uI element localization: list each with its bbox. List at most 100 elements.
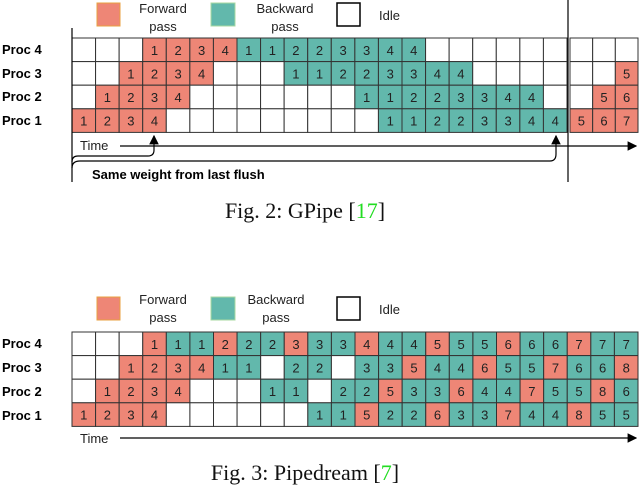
idle-cell <box>307 378 332 404</box>
microbatch-label: 3 <box>292 337 299 352</box>
row-label: Proc 3 <box>2 66 42 81</box>
microbatch-label: 1 <box>175 337 182 352</box>
microbatch-label: 1 <box>269 43 276 58</box>
microbatch-label: 4 <box>198 360 205 375</box>
idle-cell <box>236 378 262 404</box>
idle-cell <box>330 108 356 133</box>
microbatch-label: 4 <box>504 90 511 105</box>
microbatch-label: 4 <box>505 384 512 399</box>
microbatch-label: 1 <box>127 66 134 81</box>
idle-cell <box>260 355 285 380</box>
microbatch-label: 2 <box>410 90 417 105</box>
idle-cell <box>95 61 120 86</box>
microbatch-label: 6 <box>575 360 582 375</box>
microbatch-label: 2 <box>222 337 229 352</box>
microbatch-label: 3 <box>410 66 417 81</box>
fig3-pipedream-grid: 1 1 1 2 2 2 3 3 3 4 4 4 5 5 5 6 6 6 7 7 7 1 2 3 4 1 1 2 2 3 3 5 4 4 6 5 5 7 6 6… <box>71 331 639 427</box>
microbatch-label: 2 <box>269 337 276 352</box>
microbatch-label: 3 <box>457 90 464 105</box>
idle-cell <box>118 331 144 357</box>
microbatch-label: 4 <box>175 384 182 399</box>
microbatch-label: 2 <box>434 114 441 129</box>
microbatch-label: 5 <box>458 337 465 352</box>
microbatch-label: 8 <box>575 408 582 423</box>
microbatch-label: 3 <box>481 408 488 423</box>
microbatch-label: 7 <box>528 384 535 399</box>
fig2-weight-bracket-2 <box>71 134 561 169</box>
microbatch-label: 5 <box>575 384 582 399</box>
fig3-time-label: Time <box>80 431 108 446</box>
microbatch-label: 3 <box>198 43 205 58</box>
idle-cell <box>118 37 144 63</box>
microbatch-label: 1 <box>387 90 394 105</box>
microbatch-label: 6 <box>600 114 607 129</box>
microbatch-label: 5 <box>599 408 606 423</box>
microbatch-label: 3 <box>127 114 134 129</box>
citation-link[interactable]: 17 <box>355 198 378 223</box>
microbatch-label: 1 <box>269 384 276 399</box>
microbatch-label: 2 <box>363 384 370 399</box>
microbatch-label: 3 <box>387 66 394 81</box>
idle-cell <box>71 37 97 63</box>
microbatch-label: 4 <box>552 114 559 129</box>
microbatch-label: 1 <box>222 360 229 375</box>
idle-cell <box>283 84 309 110</box>
microbatch-label: 5 <box>363 408 370 423</box>
idle-cell <box>260 402 285 427</box>
microbatch-label: 2 <box>151 360 158 375</box>
microbatch-label: 7 <box>623 114 630 129</box>
microbatch-label: 5 <box>578 114 585 129</box>
microbatch-label: 3 <box>363 43 370 58</box>
microbatch-label: 2 <box>410 408 417 423</box>
idle-cell <box>614 37 639 63</box>
idle-cell <box>592 61 616 86</box>
idle-cell <box>448 37 474 63</box>
legend-backward-swatch <box>210 296 236 321</box>
microbatch-label: 7 <box>575 337 582 352</box>
fig2-time-label: Time <box>80 138 108 153</box>
fig3-legend: Forward pass Backward pass Idle <box>96 292 400 325</box>
microbatch-label: 4 <box>387 337 394 352</box>
legend-forward-label: Forward <box>139 292 187 307</box>
microbatch-label: 5 <box>623 408 630 423</box>
microbatch-label: 7 <box>623 337 630 352</box>
idle-cell <box>569 84 594 110</box>
legend-backward-label: Backward <box>247 292 304 307</box>
microbatch-label: 3 <box>458 408 465 423</box>
microbatch-label: 1 <box>198 337 205 352</box>
microbatch-label: 5 <box>505 360 512 375</box>
microbatch-label: 1 <box>292 384 299 399</box>
idle-cell <box>165 402 191 427</box>
caption-text: ] <box>391 460 400 485</box>
forward-cell <box>614 108 639 133</box>
microbatch-label: 1 <box>363 90 370 105</box>
idle-cell <box>307 108 332 133</box>
microbatch-label: 7 <box>599 337 606 352</box>
microbatch-label: 1 <box>410 114 417 129</box>
idle-cell <box>260 61 285 86</box>
fig3-caption: Fig. 3: Pipedream [7] <box>0 460 610 486</box>
microbatch-label: 5 <box>410 360 417 375</box>
fig2-row-labels: Proc 4 Proc 3 Proc 2 Proc 1 <box>2 42 43 128</box>
microbatch-label: 3 <box>434 384 441 399</box>
microbatch-label: 1 <box>127 360 134 375</box>
microbatch-label: 1 <box>340 408 347 423</box>
idle-cell <box>236 61 262 86</box>
idle-cell <box>71 331 97 357</box>
microbatch-label: 2 <box>292 43 299 58</box>
microbatch-label: 1 <box>245 43 252 58</box>
citation-link[interactable]: 7 <box>380 460 392 485</box>
microbatch-label: 2 <box>339 66 346 81</box>
microbatch-label: 4 <box>434 66 441 81</box>
microbatch-label: 5 <box>434 337 441 352</box>
microbatch-label: 5 <box>552 384 559 399</box>
idle-cell <box>330 355 356 380</box>
microbatch-label: 6 <box>599 360 606 375</box>
idle-cell <box>213 402 238 427</box>
fig2-gpipe-grid: 1 2 3 4 1 1 2 2 3 3 4 41 2 3 4 1 1 2 2 3 3 4 4 51 2 3 4 1 1 2 2 3 3 4 4 5 61… <box>71 37 639 133</box>
fig2-weight-bracket-1 <box>71 134 159 163</box>
idle-cell <box>495 61 521 86</box>
idle-cell <box>212 84 238 110</box>
microbatch-label: 4 <box>222 43 229 58</box>
legend-forward-swatch <box>96 296 121 321</box>
